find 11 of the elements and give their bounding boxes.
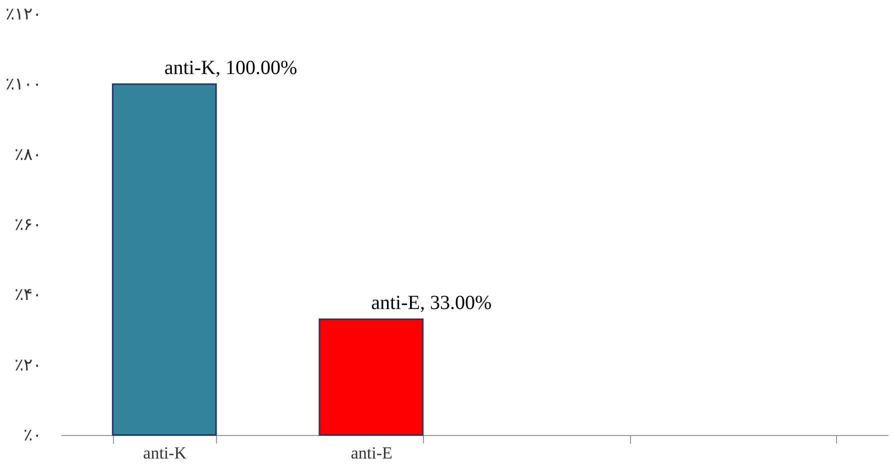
data-label: anti-K, 100.00% <box>164 57 298 80</box>
y-tick-label: ٪۸۰ <box>14 144 42 164</box>
y-tick-label: ٪۶۰ <box>14 215 42 234</box>
y-tick-label: ٪۱۰۰ <box>6 74 42 94</box>
data-label: anti-E, 33.00% <box>371 292 492 314</box>
y-tick-label: ٪۰ <box>24 426 42 444</box>
x-tick-label: anti-E <box>350 444 392 462</box>
x-tick-label: anti-K <box>143 444 188 462</box>
y-tick-label: ٪۲۰ <box>14 355 42 374</box>
y-tick-label: ٪۴۰ <box>14 285 42 304</box>
y-tick-label: ٪۱۲۰ <box>6 4 42 24</box>
